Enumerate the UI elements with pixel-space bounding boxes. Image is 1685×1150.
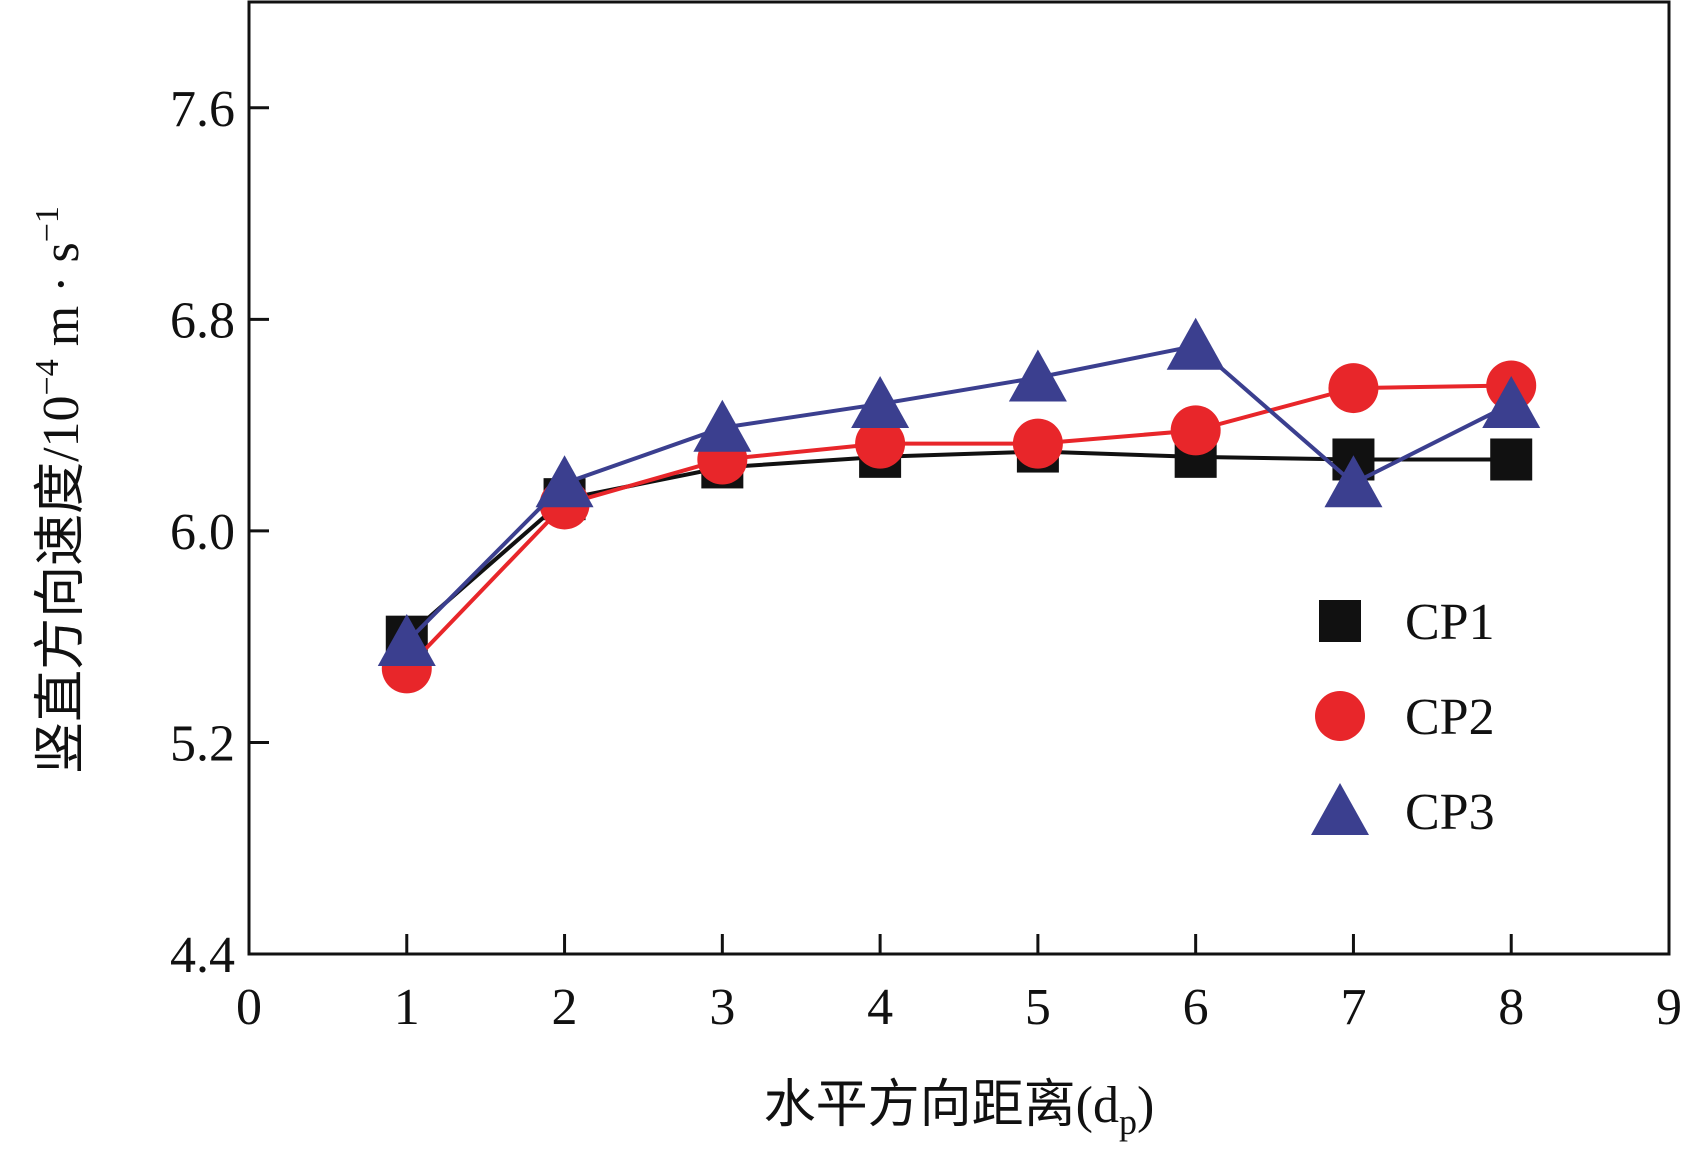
data-point-triangle (1324, 455, 1383, 508)
data-point-triangle (1008, 349, 1067, 402)
plot-frame (247, 0, 1671, 956)
x-tick-label: 8 (1498, 979, 1524, 1036)
series-layer (377, 317, 1541, 694)
legend-circle-marker (1315, 691, 1365, 741)
x-tick-label: 0 (236, 979, 262, 1036)
legend-triangle-marker (1311, 783, 1369, 835)
data-point-circle (1170, 405, 1221, 456)
data-point-circle (855, 418, 906, 469)
x-tick-label: 5 (1025, 979, 1051, 1036)
y-tick-label: 6.8 (170, 292, 235, 349)
x-axis-title: 水平方向距离(dp) (764, 1077, 1155, 1142)
legend: CP1 CP2 CP3 (1311, 594, 1495, 841)
legend-square-marker (1319, 600, 1361, 642)
data-point-triangle (693, 399, 752, 452)
y-axis-title-unit: m · s (33, 242, 90, 359)
data-point-triangle (851, 375, 910, 428)
x-axis-title-close: ) (1137, 1077, 1154, 1134)
data-point-triangle (377, 613, 436, 666)
legend-item-cp2: CP2 (1315, 689, 1495, 746)
y-axis-title-exponent-2: −1 (29, 206, 66, 242)
legend-label-cp2: CP2 (1405, 689, 1495, 746)
data-point-square (1490, 438, 1533, 481)
legend-label-cp1: CP1 (1405, 594, 1495, 651)
x-axis-title-subscript: p (1119, 1102, 1137, 1142)
y-tick-label: 4.4 (170, 927, 235, 984)
x-tick-label: 9 (1656, 979, 1682, 1036)
x-tick-label: 4 (867, 979, 893, 1036)
y-axis-title-main: 竖直方向速度/10 (33, 395, 90, 773)
series-line (405, 343, 1513, 644)
y-axis-title-exponent: −4 (29, 359, 66, 395)
x-axis: 0 1 2 3 4 5 6 7 8 9 (236, 934, 1682, 1036)
legend-item-cp3: CP3 (1311, 783, 1495, 841)
legend-item-cp1: CP1 (1319, 594, 1495, 651)
y-tick-label: 7.6 (170, 81, 235, 138)
y-tick-label: 5.2 (170, 715, 235, 772)
data-point-circle (1328, 363, 1379, 414)
y-axis-title: 竖直方向速度/10−4 m · s−1 (29, 206, 90, 774)
x-tick-label: 7 (1340, 979, 1366, 1036)
series-cp3 (377, 317, 1541, 666)
data-point-triangle (1482, 375, 1541, 428)
data-point-triangle (1166, 317, 1225, 370)
x-axis-title-main: 水平方向距离(d (764, 1077, 1119, 1134)
data-point-circle (1012, 418, 1063, 469)
y-tick-label: 6.0 (170, 504, 235, 561)
series-cp2 (381, 360, 1537, 694)
x-tick-label: 2 (552, 979, 578, 1036)
x-tick-label: 6 (1183, 979, 1209, 1036)
x-tick-label: 1 (394, 979, 420, 1036)
legend-label-cp3: CP3 (1405, 784, 1495, 841)
x-tick-label: 3 (709, 979, 735, 1036)
data-point-triangle (535, 455, 594, 508)
series-line (405, 383, 1512, 670)
y-axis: 4.4 5.2 6.0 6.8 7.6 (170, 81, 269, 984)
